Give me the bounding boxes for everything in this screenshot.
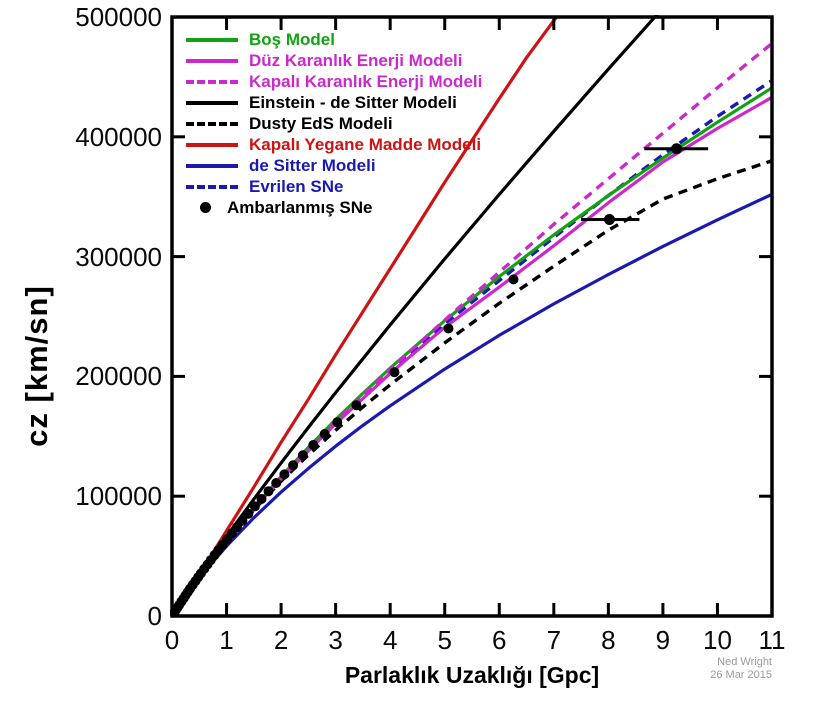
legend-label: Kapalı Karanlık Enerji Modeli <box>249 71 483 91</box>
data-point <box>263 486 274 497</box>
x-tick-label: 8 <box>601 625 616 655</box>
data-point <box>243 508 254 519</box>
data-point <box>288 460 299 471</box>
legend-label: Evrilen SNe <box>249 176 344 196</box>
legend-item-evrilen-sne: Evrilen SNe <box>186 176 482 197</box>
legend-line-marker <box>186 142 238 147</box>
data-point <box>308 440 319 450</box>
legend-item-duz-karanlik-enerji: Düz Karanlık Enerji Modeli <box>186 50 482 71</box>
data-point <box>237 515 248 526</box>
x-tick-label: 10 <box>702 625 732 655</box>
legend-item-kapali-karanlik-enerji: Kapalı Karanlık Enerji Modeli <box>186 71 482 92</box>
x-axis-title: Parlaklık Uzaklığı [Gpc] <box>344 662 600 688</box>
data-point <box>389 367 400 378</box>
legend-label: Einstein - de Sitter Modeli <box>249 92 457 112</box>
legend-item-kapali-yegane-madde: Kapalı Yegane Madde Modeli <box>186 134 482 155</box>
legend-line-marker <box>186 100 238 105</box>
y-tick-label: 500000 <box>75 2 162 32</box>
legend-item-einstein-de-sitter: Einstein - de Sitter Modeli <box>186 92 482 113</box>
x-tick-label: 2 <box>273 625 289 655</box>
x-tick-label: 0 <box>164 625 180 655</box>
legend-label: Ambarlanmış SNe <box>227 197 373 217</box>
data-point <box>271 478 282 488</box>
series-de-sitter <box>170 192 773 617</box>
attribution-author: Ned Wright <box>717 656 772 668</box>
data-point <box>443 323 454 334</box>
legend-line-marker <box>186 163 238 168</box>
x-tick-label: 1 <box>219 625 234 655</box>
sne-data-points <box>170 143 709 618</box>
legend: Boş Model Düz Karanlık Enerji Modeli Kapal… <box>186 29 482 218</box>
data-point <box>603 213 615 225</box>
legend-item-bos-model: Boş Model <box>186 29 482 50</box>
axes-frame <box>170 15 774 618</box>
data-point <box>297 450 308 461</box>
legend-line-marker <box>186 37 238 42</box>
attribution-date: 26 Mar 2015 <box>710 669 772 681</box>
data-point <box>249 501 260 512</box>
legend-dot-marker <box>200 202 211 213</box>
legend-item-dusty-eds: Dusty EdS Modeli <box>186 113 482 134</box>
y-axis-title: cz [km/sn] <box>19 285 54 447</box>
data-point <box>351 400 362 411</box>
plot-frame <box>170 15 774 618</box>
legend-label: Kapalı Yegane Madde Modeli <box>249 134 482 154</box>
x-tick-label: 6 <box>492 625 507 655</box>
legend-line-marker <box>186 121 238 126</box>
attribution: Ned Wright 26 Mar 2015 <box>710 656 772 682</box>
y-tick-label: 300000 <box>75 241 162 272</box>
y-tick-label: 400000 <box>75 121 162 152</box>
y-tick-label: 100000 <box>75 481 162 512</box>
legend-label: Dusty EdS Modeli <box>249 113 393 133</box>
legend-line-marker <box>186 184 238 189</box>
data-point <box>256 494 267 504</box>
legend-line-marker <box>186 79 238 84</box>
legend-label: Boş Model <box>249 29 335 49</box>
x-tick-label: 7 <box>546 625 562 655</box>
data-point <box>279 469 290 480</box>
data-point <box>671 143 683 155</box>
x-tick-label: 3 <box>328 625 343 655</box>
y-tick-label: 0 <box>147 601 162 631</box>
legend-label: de Sitter Modeli <box>249 155 376 175</box>
x-tick-label: 9 <box>655 625 671 655</box>
x-tick-label: 11 <box>758 625 786 655</box>
data-point <box>508 274 519 285</box>
legend-item-de-sitter: de Sitter Modeli <box>186 155 482 176</box>
legend-item-ambarlanmis-sne: Ambarlanmış SNe <box>186 197 482 218</box>
legend-line-marker <box>186 58 238 63</box>
legend-label: Düz Karanlık Enerji Modeli <box>249 50 463 70</box>
y-tick-label: 200000 <box>75 361 162 392</box>
data-point <box>332 417 343 428</box>
x-tick-label: 5 <box>437 625 452 655</box>
x-tick-label: 4 <box>382 625 398 655</box>
data-point <box>319 429 330 439</box>
